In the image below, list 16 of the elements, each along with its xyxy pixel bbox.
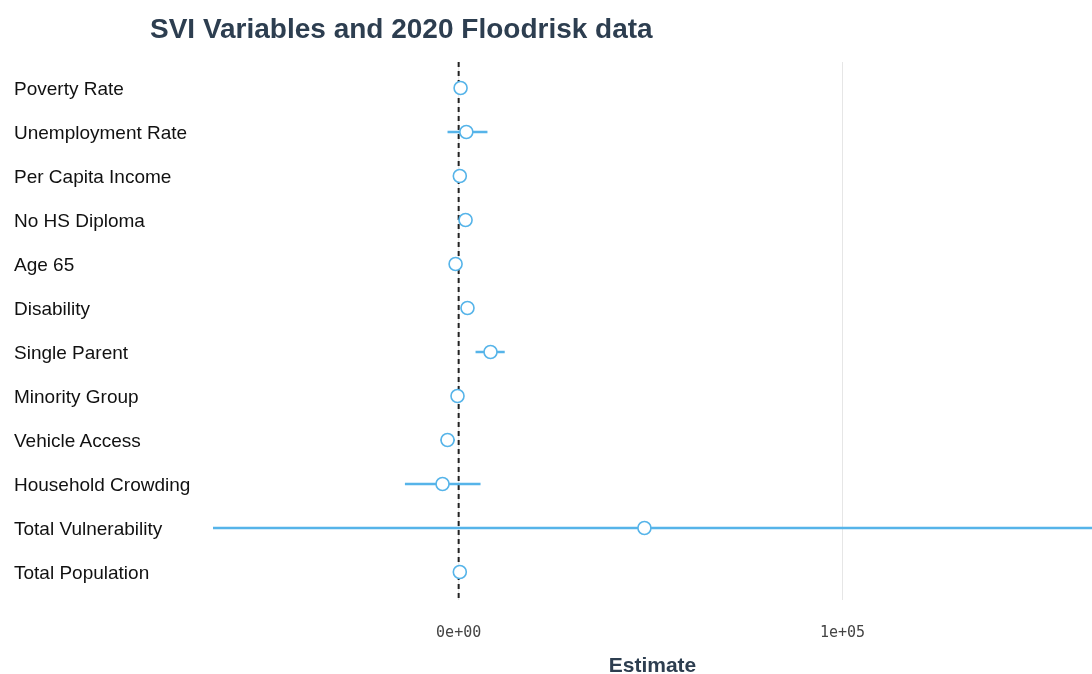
y-tick-label: Poverty Rate	[14, 78, 124, 99]
y-tick-label: Disability	[14, 298, 91, 319]
y-tick-label: No HS Diploma	[14, 210, 146, 231]
y-tick-label: Household Crowding	[14, 474, 191, 495]
y-tick-label: Vehicle Access	[14, 430, 141, 451]
y-tick-label: Unemployment Rate	[14, 122, 188, 143]
y-tick-label: Minority Group	[14, 386, 139, 407]
y-tick-label: Total Vulnerability	[14, 518, 163, 539]
y-tick-label: Single Parent	[14, 342, 129, 363]
y-tick-label: Per Capita Income	[14, 166, 172, 187]
x-tick-label: 1e+05	[819, 623, 866, 641]
chart-title: SVI Variables and 2020 Floodrisk data	[150, 13, 654, 44]
x-tick-label: 0e+00	[436, 623, 482, 641]
y-tick-label: Age 65	[14, 254, 75, 275]
x-axis-title: Estimate	[608, 653, 697, 674]
y-tick-label: Total Population	[14, 562, 150, 583]
